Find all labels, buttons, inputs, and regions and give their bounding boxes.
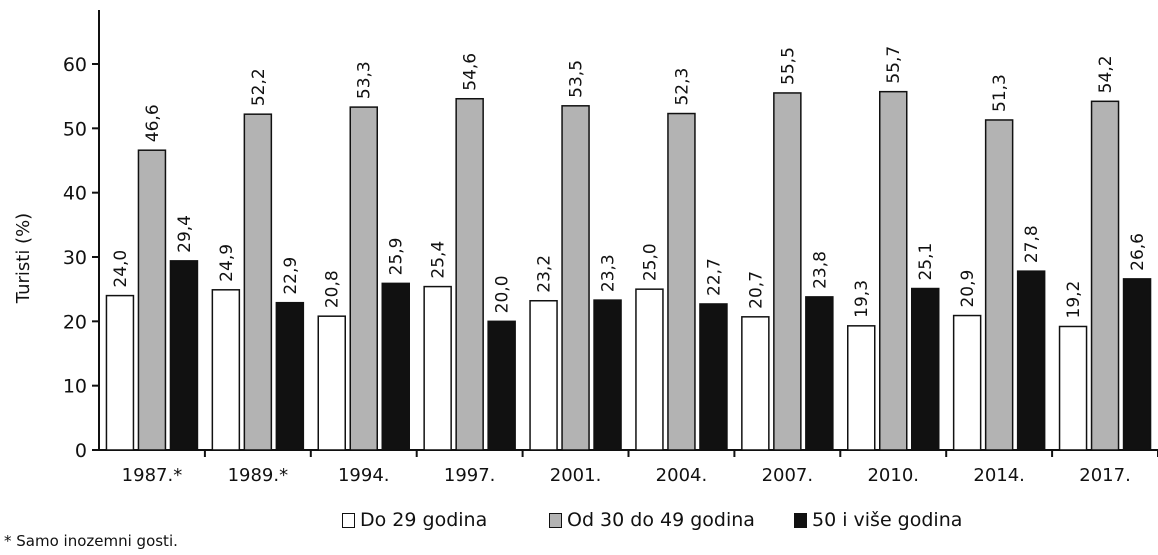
value-label-30-49: 52,3 xyxy=(672,68,692,106)
legend-swatch-50-plus xyxy=(794,512,807,528)
value-label-under-29: 20,7 xyxy=(746,271,766,309)
bar-30-49 xyxy=(137,149,167,451)
value-label-50-plus: 25,9 xyxy=(387,238,407,276)
value-label-under-29: 20,9 xyxy=(958,270,978,308)
value-label-30-49: 51,3 xyxy=(990,74,1010,112)
x-tick-label: 2014. xyxy=(973,465,1025,486)
y-tick-label: 0 xyxy=(75,440,87,462)
bar-30-49 xyxy=(773,92,802,451)
bar-30-49 xyxy=(349,106,378,451)
bar-30-49 xyxy=(1090,100,1120,451)
bar-under-29 xyxy=(635,288,664,451)
bar-50-plus xyxy=(275,301,305,451)
bar-50-plus xyxy=(1016,270,1046,451)
x-tick-label: 1989.* xyxy=(228,465,289,486)
bar-50-plus xyxy=(487,320,516,451)
legend-swatch-under-29 xyxy=(342,512,355,528)
x-tick-label: 2004. xyxy=(656,465,708,486)
value-label-30-49: 55,7 xyxy=(884,46,904,84)
value-label-30-49: 53,5 xyxy=(567,60,587,98)
legend-item-50-plus: 50 i više godina xyxy=(794,506,962,534)
legend-item-30-49: Od 30 do 49 godina xyxy=(549,506,755,534)
bar-30-49 xyxy=(879,90,908,451)
bar-under-29 xyxy=(1058,325,1088,451)
value-label-50-plus: 26,6 xyxy=(1128,233,1148,271)
value-label-50-plus: 25,1 xyxy=(916,243,936,281)
x-tick-label: 2007. xyxy=(762,465,814,486)
bar-50-plus xyxy=(593,299,622,451)
bar-30-49 xyxy=(984,119,1014,451)
y-tick-label: 20 xyxy=(63,311,87,333)
value-label-under-29: 20,8 xyxy=(323,270,343,308)
x-tick-label: 1987.* xyxy=(122,465,183,486)
value-label-50-plus: 23,8 xyxy=(810,251,830,289)
y-tick-label: 10 xyxy=(63,376,87,398)
legend-label-50-plus: 50 i više godina xyxy=(812,509,963,531)
bar-50-plus xyxy=(169,260,199,451)
value-label-under-29: 23,2 xyxy=(535,255,555,293)
value-label-under-29: 19,2 xyxy=(1064,281,1084,319)
value-label-30-49: 46,6 xyxy=(143,104,163,142)
value-label-30-49: 54,6 xyxy=(461,53,481,91)
bar-under-29 xyxy=(317,315,346,451)
bar-under-29 xyxy=(847,325,876,451)
y-tick-label: 50 xyxy=(63,118,87,140)
value-label-50-plus: 20,0 xyxy=(493,275,513,313)
value-label-50-plus: 22,7 xyxy=(704,258,724,296)
y-axis-label: Turisti (%) xyxy=(13,213,34,304)
bar-50-plus xyxy=(911,287,940,451)
y-tick-label: 60 xyxy=(63,54,87,76)
bar-50-plus xyxy=(1122,278,1152,451)
legend-item-under-29: Do 29 godina xyxy=(342,506,487,534)
footnote: * Samo inozemni gosti. xyxy=(4,532,178,550)
bar-under-29 xyxy=(105,294,135,451)
legend-swatch-30-49 xyxy=(549,512,562,528)
value-label-30-49: 55,5 xyxy=(778,47,798,85)
bar-30-49 xyxy=(243,113,273,451)
bar-30-49 xyxy=(667,112,696,451)
value-label-under-29: 24,0 xyxy=(111,250,131,288)
legend: Do 29 godina Od 30 do 49 godina 50 i viš… xyxy=(0,506,1158,534)
value-label-50-plus: 23,3 xyxy=(599,254,619,292)
legend-label-under-29: Do 29 godina xyxy=(360,509,488,531)
value-label-50-plus: 27,8 xyxy=(1022,225,1042,263)
legend-label-30-49: Od 30 do 49 godina xyxy=(567,509,755,531)
value-label-under-29: 24,9 xyxy=(217,244,237,282)
bar-under-29 xyxy=(741,316,770,451)
y-tick-label: 30 xyxy=(63,247,87,269)
value-label-under-29: 19,3 xyxy=(852,280,872,318)
y-tick-label: 40 xyxy=(63,183,87,205)
bar-50-plus xyxy=(805,296,834,451)
bar-50-plus xyxy=(699,303,728,451)
x-tick-label: 2010. xyxy=(867,465,919,486)
value-label-under-29: 25,4 xyxy=(429,241,449,279)
bar-under-29 xyxy=(423,285,452,451)
value-label-50-plus: 22,9 xyxy=(281,257,301,295)
x-tick-label: 1994. xyxy=(338,465,390,486)
bar-under-29 xyxy=(211,289,241,451)
x-tick-label: 2001. xyxy=(550,465,602,486)
bar-30-49 xyxy=(561,105,590,451)
value-label-30-49: 53,3 xyxy=(355,61,375,99)
bars xyxy=(105,90,1152,451)
bar-50-plus xyxy=(381,282,410,451)
x-tick-label: 1997. xyxy=(444,465,496,486)
x-tick-label: 2017. xyxy=(1079,465,1131,486)
axes: 0 10 20 30 40 50 60 1987.* 1989.* 1994. 1997. 2001.… xyxy=(63,10,1158,486)
value-labels: 24,0 46,6 29,4 24,9 52,2 22,9 20,8 53,3 25,9 25,4… xyxy=(111,46,1148,319)
value-label-under-29: 25,0 xyxy=(640,243,660,281)
bar-under-29 xyxy=(529,299,558,451)
value-label-30-49: 52,2 xyxy=(249,68,269,106)
value-label-30-49: 54,2 xyxy=(1096,55,1116,93)
bar-under-29 xyxy=(952,314,982,451)
value-label-50-plus: 29,4 xyxy=(175,215,195,253)
bar-30-49 xyxy=(455,97,484,451)
